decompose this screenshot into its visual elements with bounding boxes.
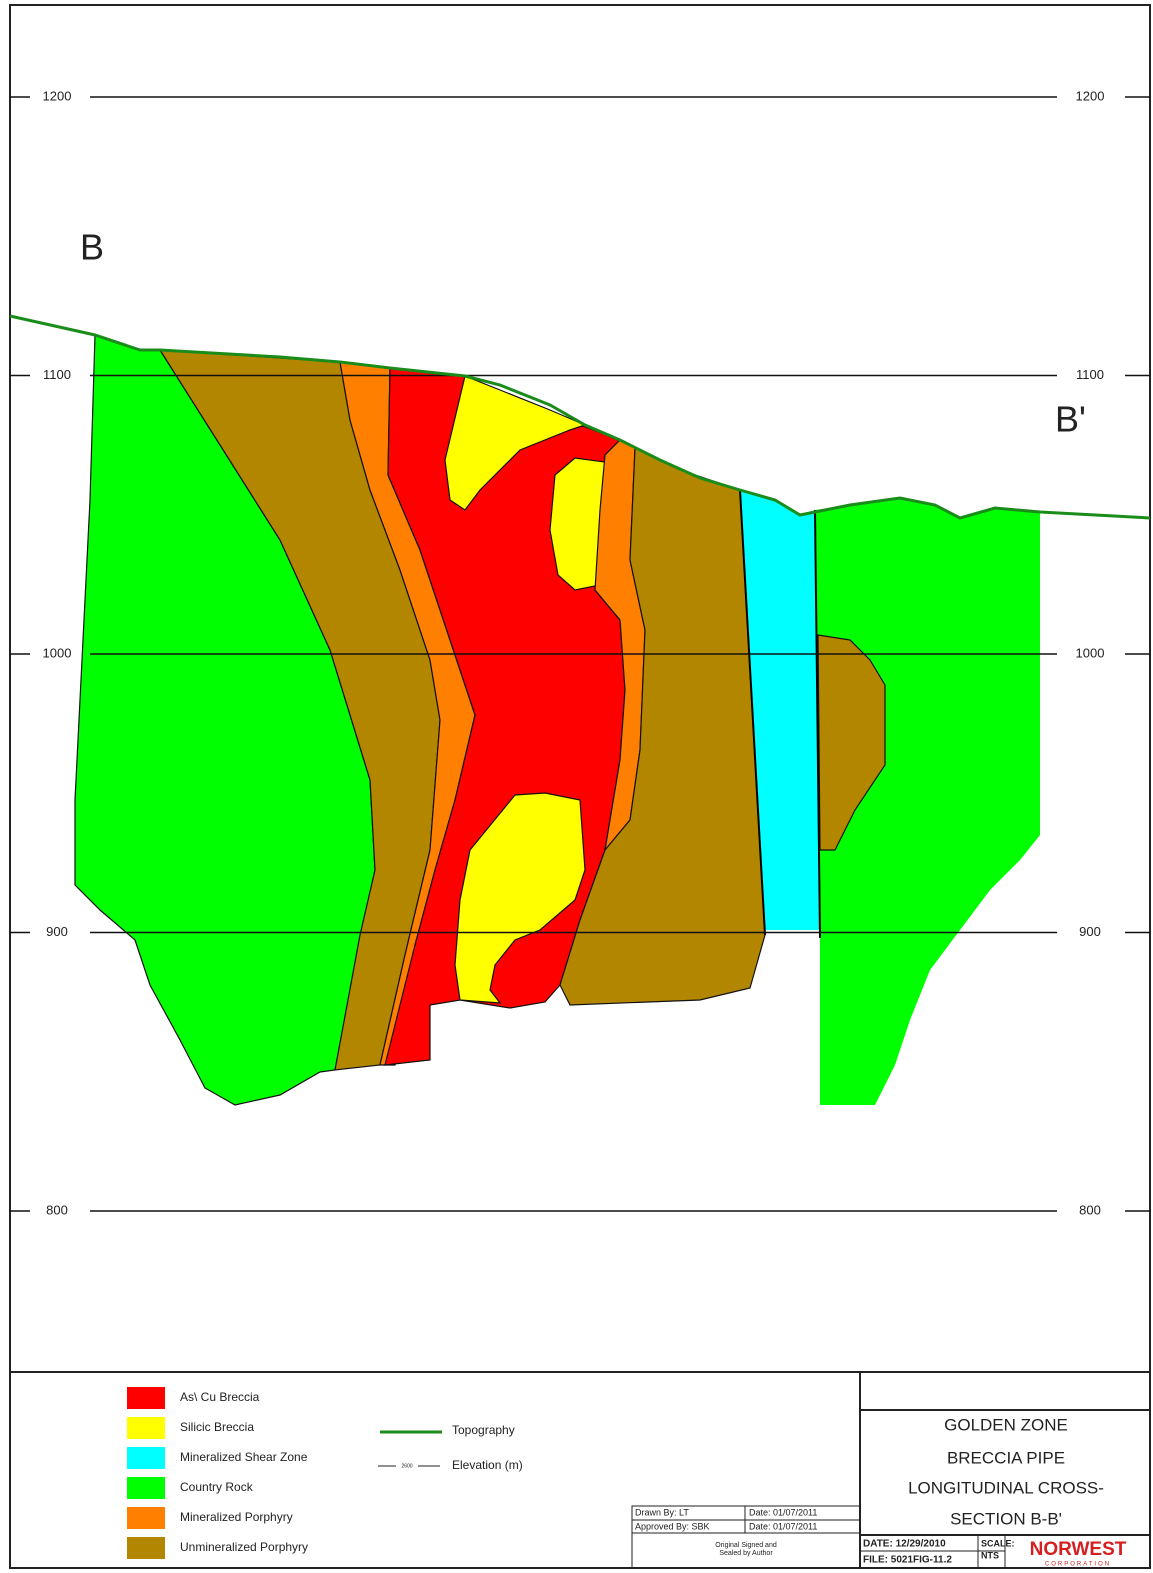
file: FILE: 5021FIG-11.2 [863,1555,952,1566]
legend-label: Topography [452,1423,515,1437]
elevation-sample-label: 2600 [401,1463,412,1469]
title-block: GOLDEN ZONE BRECCIA PIPE LONGITUDINAL CR… [860,1372,1150,1568]
company: NORWEST [1030,1539,1127,1560]
legend-label: As\ Cu Breccia [180,1390,260,1404]
elevation-label: 800 [1079,1202,1101,1217]
legend-label: Mineralized Shear Zone [180,1450,308,1464]
legend-swatch [127,1477,165,1499]
geology [75,335,1040,1105]
legend: As\ Cu Breccia Silicic Breccia Mineralized… [127,1387,308,1559]
seal-note: Original Signed and [715,1542,777,1549]
elevation-label: 1200 [43,88,72,103]
legend-swatch [127,1387,165,1409]
title-line: SECTION B-B' [950,1509,1062,1528]
legend-label: Mineralized Porphyry [180,1510,293,1524]
elevation-label: 1100 [1076,367,1104,382]
elevation-label: 1100 [43,367,71,382]
elevation-label: 1000 [1076,645,1105,660]
seal-note: Sealed by Author [719,1550,773,1557]
scale: NTS [981,1550,999,1560]
legend-swatch [127,1537,165,1559]
legend-swatch [127,1507,165,1529]
title-line: GOLDEN ZONE [944,1415,1068,1434]
legend-label: Country Rock [180,1480,254,1494]
drawn-date: Date: 01/07/2011 [749,1507,817,1517]
section-start: B [80,227,104,268]
legend-label: Elevation (m) [452,1458,523,1472]
elevation-label: 900 [46,924,68,939]
drawn-by: Drawn By: LT [635,1507,689,1517]
elevation-label: 900 [1079,924,1101,939]
section-end: B' [1055,399,1086,440]
title-line: BRECCIA PIPE [947,1448,1065,1467]
elevation-label: 1000 [43,645,72,660]
approved-by: Approved By: SBK [635,1521,710,1531]
legend-swatch [127,1417,165,1439]
elevation-label: 800 [46,1202,68,1217]
legend-swatch [127,1447,165,1469]
cross-section-figure: 1200 1200 1100 1100 1000 1000 900 900 800 800 B B… [0,0,1153,1573]
elevation-label: 1200 [1076,88,1105,103]
company-sub: CORPORATION [1045,1562,1111,1568]
title-line: LONGITUDINAL CROSS- [908,1478,1104,1497]
legend-label: Unmineralized Porphyry [180,1540,308,1554]
date: DATE: 12/29/2010 [863,1539,946,1550]
approved-date: Date: 01/07/2011 [749,1521,817,1531]
signoff-block: Drawn By: LT Date: 01/07/2011 Approved B… [632,1506,860,1568]
scale-label: SCALE: [981,1538,1015,1548]
legend-label: Silicic Breccia [180,1420,254,1434]
